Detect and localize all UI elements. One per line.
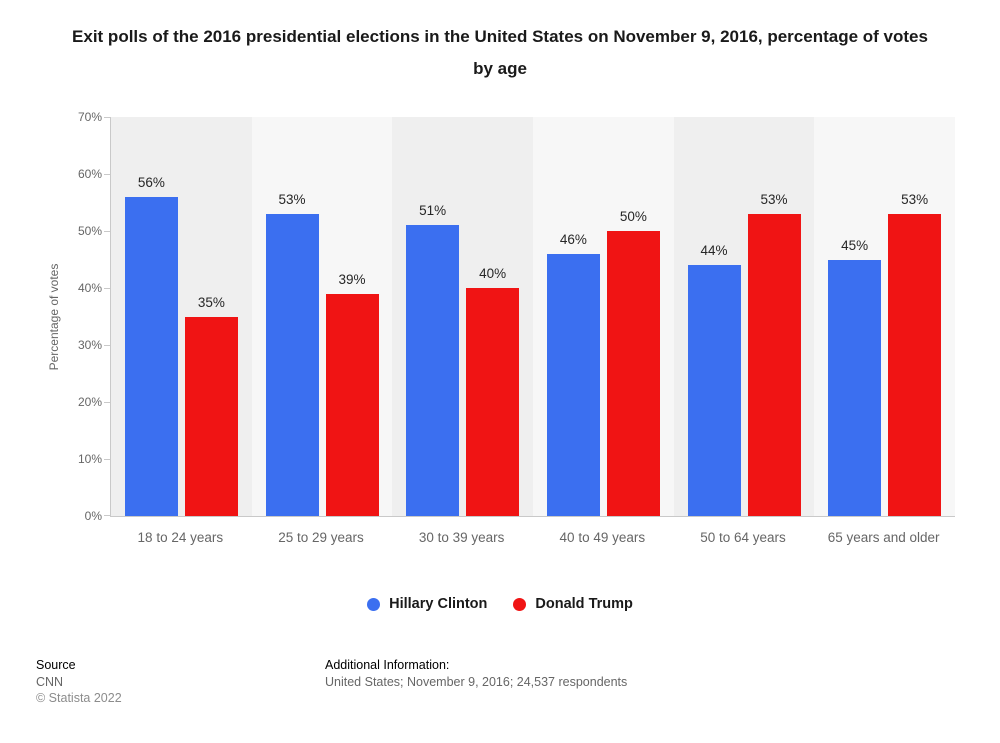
y-tick-mark-0 xyxy=(104,515,110,516)
value-label-hillary-clinton-18-to-24-years: 56% xyxy=(137,174,165,190)
value-label-donald-trump-18-to-24-years: 35% xyxy=(197,294,225,310)
bar-hillary-clinton-65-years-and-older xyxy=(828,259,882,516)
y-tick-mark-10 xyxy=(104,459,110,460)
legend: Hillary Clinton Donald Trump xyxy=(0,596,1000,612)
y-tick-label-50: 50% xyxy=(77,224,102,238)
value-label-hillary-clinton-30-to-39-years: 51% xyxy=(419,203,447,219)
bar-donald-trump-18-to-24-years xyxy=(184,316,238,516)
source-block: Source CNN © Statista 2022 xyxy=(36,657,122,707)
legend-item-donald-trump: Donald Trump xyxy=(513,596,633,612)
value-label-donald-trump-30-to-39-years: 40% xyxy=(479,266,507,281)
bar-donald-trump-65-years-and-older xyxy=(888,213,942,516)
x-axis: 18 to 24 years 25 to 29 years 30 to 39 yea… xyxy=(110,530,955,550)
bar-donald-trump-30-to-39-years xyxy=(466,288,520,516)
value-label-hillary-clinton-25-to-29-years: 53% xyxy=(278,191,306,207)
value-label-hillary-clinton-65-years-and-older: 45% xyxy=(841,237,869,253)
source-label: Source xyxy=(36,658,76,672)
bar-hillary-clinton-25-to-29-years xyxy=(265,213,319,516)
legend-label-donald-trump: Donald Trump xyxy=(535,596,633,612)
y-tick-mark-20 xyxy=(104,402,110,403)
value-label-donald-trump-40-to-49-years: 50% xyxy=(619,209,647,224)
y-tick-label-60: 60% xyxy=(77,167,102,181)
y-tick-label-40: 40% xyxy=(77,281,102,295)
value-label-donald-trump-65-years-and-older: 53% xyxy=(901,191,929,207)
y-tick-label-30: 30% xyxy=(77,338,102,352)
legend-label-hillary-clinton: Hillary Clinton xyxy=(389,596,488,612)
x-label-30-to-39-years: 30 to 39 years xyxy=(418,530,505,545)
bar-hillary-clinton-18-to-24-years xyxy=(124,196,178,516)
y-tick-mark-60 xyxy=(104,174,110,175)
bar-donald-trump-50-to-64-years xyxy=(747,213,801,516)
bar-donald-trump-25-to-29-years xyxy=(325,293,379,516)
legend-marker-donald-trump xyxy=(513,597,527,611)
y-axis: 0% 10% 20% 30% 40% 50% 60% 70% xyxy=(0,110,102,523)
x-label-18-to-24-years: 18 to 24 years xyxy=(137,530,224,545)
plot-area: 56% 53% 51% 46% 44% 45% 35% 39% 40% 50% 53% 53% xyxy=(104,117,955,517)
chart-title: Exit polls of the 2016 presidential elec… xyxy=(72,27,928,78)
y-tick-mark-50 xyxy=(104,231,110,232)
value-label-hillary-clinton-40-to-49-years: 46% xyxy=(559,231,587,247)
y-tick-label-20: 20% xyxy=(77,395,102,409)
legend-marker-hillary-clinton xyxy=(367,597,381,611)
additional-info-value: United States; November 9, 2016; 24,537 … xyxy=(325,674,628,689)
additional-info-label: Additional Information: xyxy=(325,658,450,672)
y-tick-label-10: 10% xyxy=(77,452,102,466)
x-label-50-to-64-years: 50 to 64 years xyxy=(700,530,786,545)
bar-hillary-clinton-40-to-49-years xyxy=(546,253,600,516)
x-label-65-years-and-older: 65 years and older xyxy=(827,530,940,545)
y-tick-label-70: 70% xyxy=(77,110,102,124)
y-tick-mark-70 xyxy=(104,117,110,118)
bar-hillary-clinton-30-to-39-years xyxy=(406,225,460,516)
y-tick-mark-30 xyxy=(104,345,110,346)
source-value: CNN xyxy=(36,674,64,689)
copyright-notice: © Statista 2022 xyxy=(36,691,122,705)
x-label-40-to-49-years: 40 to 49 years xyxy=(559,530,646,545)
x-label-25-to-29-years: 25 to 29 years xyxy=(278,530,364,545)
value-label-donald-trump-25-to-29-years: 39% xyxy=(338,271,366,287)
additional-info-block: Additional Information: United States; N… xyxy=(325,657,627,690)
bar-hillary-clinton-50-to-64-years xyxy=(687,265,741,516)
bar-donald-trump-40-to-49-years xyxy=(606,231,660,516)
value-label-donald-trump-50-to-64-years: 53% xyxy=(760,191,788,207)
y-tick-mark-40 xyxy=(104,288,110,289)
y-tick-label-0: 0% xyxy=(84,509,102,523)
value-label-hillary-clinton-50-to-64-years: 44% xyxy=(700,243,728,259)
legend-item-hillary-clinton: Hillary Clinton xyxy=(367,596,487,612)
